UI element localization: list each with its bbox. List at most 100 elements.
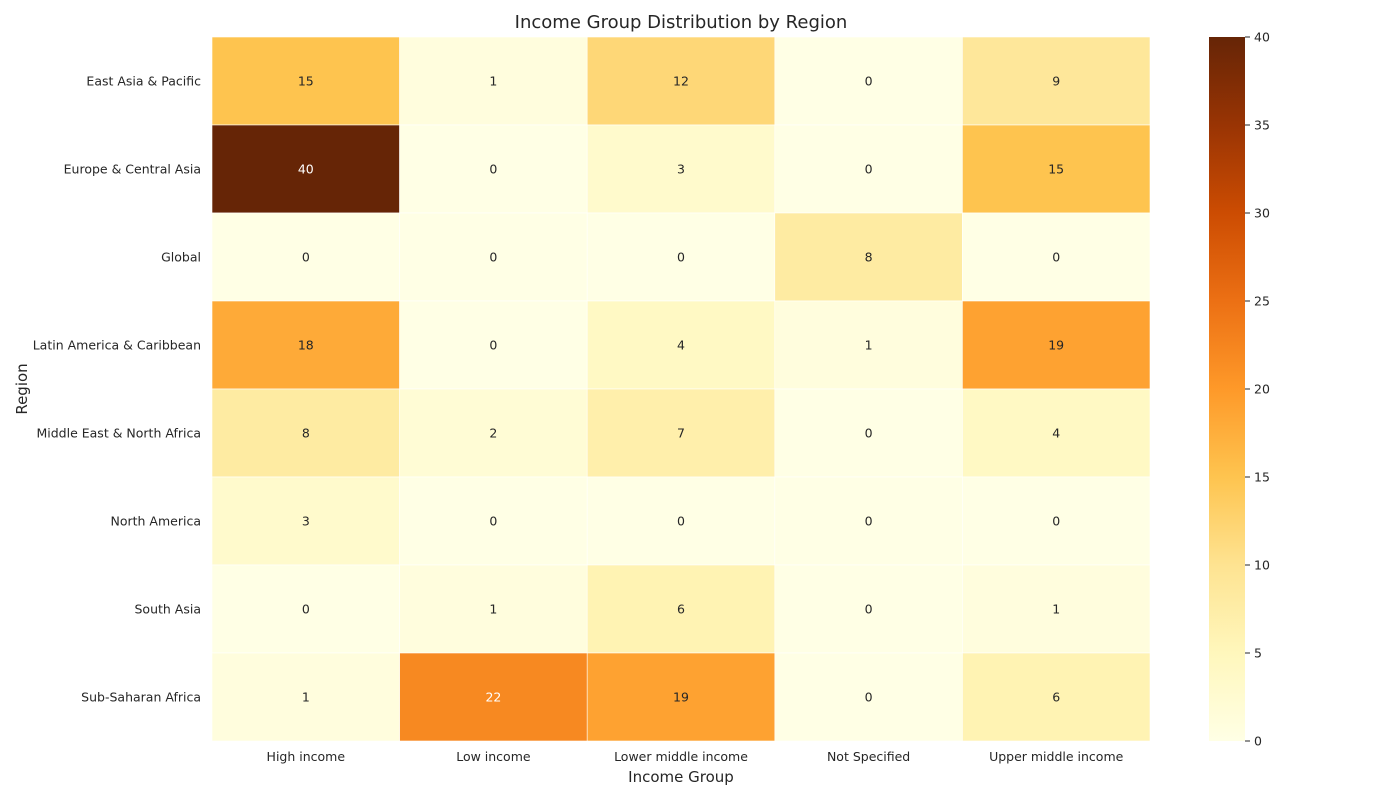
heatmap-cell (399, 652, 588, 742)
cell-value-label: 0 (865, 74, 873, 89)
y-tick-label: East Asia & Pacific (86, 74, 201, 89)
cell-value-label: 8 (865, 250, 873, 265)
x-tick-label: Upper middle income (989, 749, 1124, 764)
heatmap-cell (962, 652, 1151, 742)
cell-value-label: 9 (1052, 74, 1060, 89)
heatmap-cell (399, 212, 588, 302)
colorbar-tick-label: 20 (1254, 382, 1270, 397)
cell-value-label: 0 (865, 162, 873, 177)
colorbar-gradient (1209, 37, 1245, 741)
cell-value-label: 0 (1052, 514, 1060, 529)
y-tick-label: Europe & Central Asia (64, 162, 201, 177)
heatmap-cell (211, 652, 400, 742)
heatmap-cell (399, 388, 588, 478)
heatmap-cell (962, 476, 1151, 566)
colorbar-tick-label: 0 (1254, 734, 1262, 749)
heatmap-cell (586, 476, 776, 566)
cell-value-label: 0 (865, 514, 873, 529)
heatmap-cell (211, 564, 400, 654)
colorbar-tick-label: 40 (1254, 30, 1270, 45)
heatmap-cell (211, 300, 400, 390)
heatmap-cell (586, 652, 776, 742)
colorbar-tick-label: 25 (1254, 294, 1270, 309)
cell-value-label: 1 (489, 74, 497, 89)
heatmap-cell (962, 564, 1151, 654)
heatmap-cell (586, 36, 776, 126)
x-axis-title: Income Group (628, 768, 734, 786)
cell-value-label: 0 (489, 250, 497, 265)
x-tick-label: Not Specified (827, 749, 910, 764)
y-tick-label: Global (161, 250, 201, 265)
heatmap-cell (211, 36, 400, 126)
cell-value-label: 8 (302, 426, 310, 441)
cell-value-label: 15 (298, 74, 314, 89)
heatmap-cell (399, 36, 588, 126)
x-tick-labels: High income Low income Lower middle income… (267, 749, 1124, 764)
cell-value-label: 6 (677, 602, 685, 617)
cell-value-label: 6 (1052, 690, 1060, 705)
cell-value-label: 19 (673, 690, 689, 705)
y-tick-label: Middle East & North Africa (36, 426, 201, 441)
cell-value-label: 4 (677, 338, 685, 353)
cell-value-label: 0 (302, 602, 310, 617)
heatmap-cell (774, 652, 963, 742)
cell-value-label: 2 (489, 426, 497, 441)
heatmap-cell (211, 124, 400, 214)
chart-title: Income Group Distribution by Region (515, 12, 848, 33)
heatmap-cell (774, 476, 963, 566)
cell-value-label: 1 (1052, 602, 1060, 617)
cell-value-label: 12 (673, 74, 689, 89)
cell-value-label: 0 (865, 690, 873, 705)
cell-value-label: 22 (485, 690, 501, 705)
heatmap-cell (774, 564, 963, 654)
x-tick-label: Lower middle income (614, 749, 748, 764)
heatmap-cell (962, 124, 1151, 214)
heatmap-cell (399, 124, 588, 214)
heatmap-cell (586, 124, 776, 214)
heatmap-cells: 15 1 12 0 940 0 3 0 150 0 0 8 018 0 4 1 198 2 7 0 43 0 0 0 00 1 6 0… (211, 36, 1151, 742)
y-tick-label: Latin America & Caribbean (33, 338, 201, 353)
heatmap-cell (211, 476, 400, 566)
cell-value-label: 19 (1048, 338, 1064, 353)
cell-value-label: 3 (302, 514, 310, 529)
cell-value-label: 0 (677, 250, 685, 265)
heatmap-cell (962, 300, 1151, 390)
colorbar-tick-label: 5 (1254, 646, 1262, 661)
y-axis-title: Region (13, 363, 31, 414)
cell-value-label: 1 (489, 602, 497, 617)
cell-value-label: 7 (677, 426, 685, 441)
y-tick-label: Sub-Saharan Africa (81, 690, 201, 705)
colorbar-tick-label: 30 (1254, 206, 1270, 221)
y-tick-label: South Asia (135, 602, 202, 617)
colorbar-tick-label: 15 (1254, 470, 1270, 485)
cell-value-label: 0 (865, 426, 873, 441)
cell-value-label: 0 (489, 514, 497, 529)
heatmap-cell (774, 36, 963, 126)
heatmap-cell (399, 476, 588, 566)
heatmap-cell (586, 212, 776, 302)
colorbar: 0 5 10 15 20 25 30 35 40 (1209, 30, 1270, 749)
heatmap-cell (211, 388, 400, 478)
heatmap-cell (774, 300, 963, 390)
y-tick-label: North America (111, 514, 202, 529)
heatmap-cell (586, 388, 776, 478)
heatmap-cell (586, 300, 776, 390)
cell-value-label: 1 (865, 338, 873, 353)
x-tick-label: High income (267, 749, 346, 764)
cell-value-label: 0 (677, 514, 685, 529)
cell-value-label: 0 (489, 338, 497, 353)
x-tick-label: Low income (456, 749, 531, 764)
cell-value-label: 0 (489, 162, 497, 177)
heatmap-cell (962, 36, 1151, 126)
colorbar-tick-label: 35 (1254, 118, 1270, 133)
heatmap-cell (399, 300, 588, 390)
cell-value-label: 4 (1052, 426, 1060, 441)
heatmap-cell (774, 212, 963, 302)
y-tick-labels: East Asia & Pacific Europe & Central Asia… (33, 74, 201, 705)
heatmap-cell (962, 388, 1151, 478)
cell-value-label: 0 (865, 602, 873, 617)
cell-value-label: 40 (298, 162, 314, 177)
cell-value-label: 18 (298, 338, 314, 353)
cell-value-label: 0 (302, 250, 310, 265)
